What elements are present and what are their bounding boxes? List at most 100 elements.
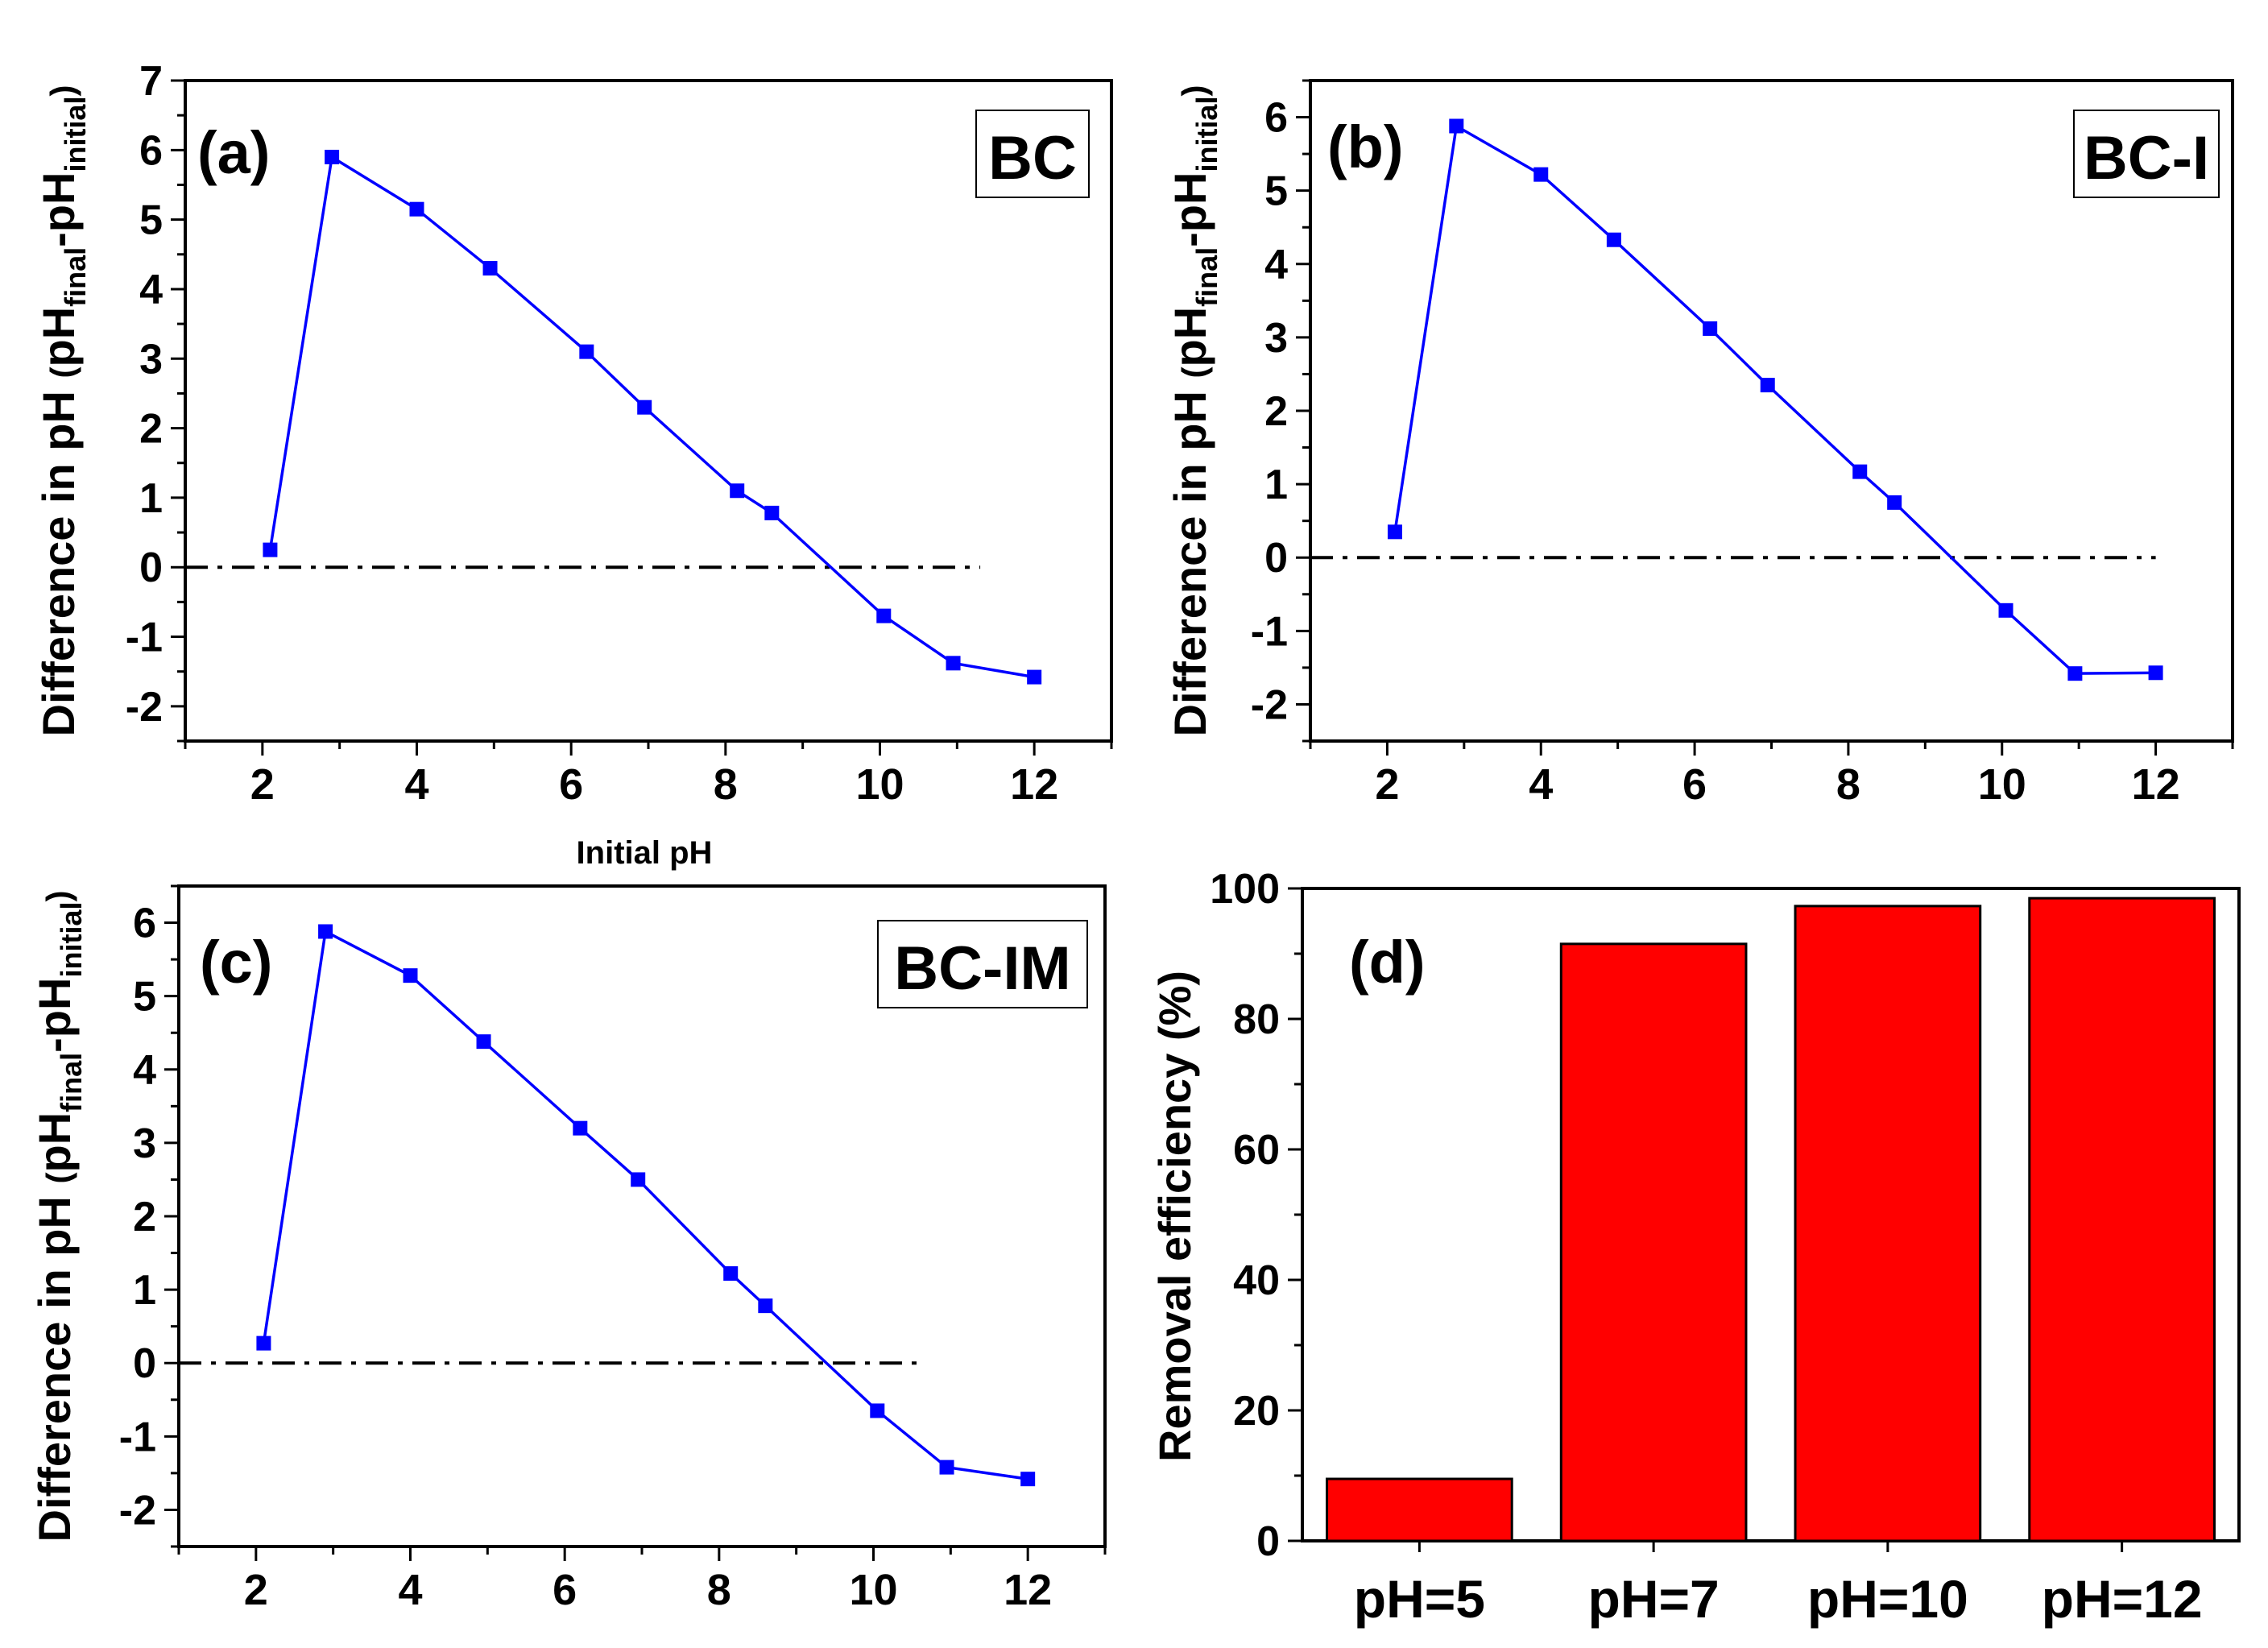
data-point — [325, 149, 340, 164]
data-point — [939, 1460, 954, 1475]
y-axis-label-main: Difference in pH — [33, 379, 84, 737]
series-line — [1393, 123, 2156, 675]
y-tick-label: -1 — [119, 1414, 156, 1460]
y-tick-label: 0 — [133, 1340, 156, 1387]
data-point — [631, 1172, 646, 1187]
y-tick-label: 2 — [139, 406, 163, 453]
data-point — [1533, 167, 1549, 182]
y-tick-label: 0 — [139, 545, 163, 591]
data-series — [263, 149, 1042, 685]
y-axis-label-sub-initial: initial — [59, 97, 92, 172]
data-point — [318, 924, 333, 939]
x-tick-label: 2 — [244, 1566, 268, 1614]
x-category-label: pH=7 — [1588, 1569, 1720, 1629]
y-axis-label: Difference in pH (pHfinal-pHinitial) — [33, 85, 92, 737]
y-tick-label: 4 — [1264, 242, 1288, 288]
data-point — [870, 1403, 885, 1418]
data-point — [730, 483, 745, 499]
data-point — [403, 968, 418, 983]
x-tick-label: 8 — [714, 760, 738, 809]
y-axis-label-paren-open: ( — [43, 367, 81, 379]
x-category-label: pH=5 — [1354, 1569, 1485, 1629]
y-axis-label-main: Difference in pH — [1165, 379, 1215, 737]
data-series — [1387, 118, 2163, 681]
y-tick-label: -2 — [126, 684, 163, 731]
x-tick-label: 6 — [553, 1566, 577, 1614]
y-axis-label-dash-ph: -pH — [29, 978, 80, 1053]
x-tick-label: 12 — [1004, 1566, 1052, 1614]
x-tick-label: 2 — [1375, 760, 1399, 809]
x-tick-label: 12 — [1010, 760, 1058, 809]
y-tick-label: 4 — [133, 1047, 156, 1094]
sample-tag-box — [877, 920, 1088, 1008]
data-point — [1852, 464, 1868, 479]
y-axis-label-dash-ph: -pH — [33, 172, 84, 247]
y-tick-label: -2 — [1251, 681, 1288, 728]
data-point — [263, 542, 278, 557]
x-category-label: pH=10 — [1807, 1569, 1968, 1629]
y-axis-label: Difference in pH (pHfinal-pHinitial) — [29, 891, 88, 1542]
data-point — [764, 505, 780, 520]
y-axis-label-main: Difference in pH — [29, 1184, 80, 1542]
y-tick-label: 60 — [1233, 1127, 1280, 1174]
x-tick-label: 6 — [1682, 760, 1707, 809]
series-line — [262, 929, 1028, 1480]
x-tick-label: 6 — [559, 760, 583, 809]
x-tick-label: 8 — [707, 1566, 731, 1614]
data-point — [573, 1120, 588, 1136]
y-axis-label-sub-final: final — [59, 247, 92, 307]
panel-label: (d) — [1349, 929, 1426, 996]
y-tick-label: 5 — [139, 197, 163, 244]
y-tick-label: 4 — [139, 267, 163, 313]
x-tick-label: 10 — [855, 760, 904, 809]
sample-tag: BC-I — [2084, 124, 2209, 193]
data-point — [1027, 669, 1042, 685]
bar — [1794, 905, 1982, 1542]
data-point — [2148, 665, 2163, 681]
x-category-label: pH=12 — [2042, 1569, 2203, 1629]
y-tick-label: 1 — [133, 1267, 156, 1314]
data-point — [409, 201, 424, 217]
y-tick-label: 2 — [133, 1194, 156, 1240]
y-axis-label-paren-open: ( — [39, 1173, 77, 1184]
x-tick-label: 8 — [1836, 760, 1860, 809]
data-point — [1998, 602, 2013, 618]
data-point — [1387, 524, 1402, 540]
y-tick-label: 40 — [1233, 1257, 1280, 1304]
bar — [2028, 896, 2216, 1542]
y-tick-label: 7 — [139, 58, 163, 105]
series-line — [268, 155, 1035, 679]
data-point — [946, 656, 961, 671]
data-point — [1887, 495, 1902, 510]
x-tick-label: 10 — [1978, 760, 2026, 809]
sample-tag-box — [975, 110, 1090, 198]
x-axis-label: Initial pH — [577, 835, 713, 871]
data-point — [876, 608, 892, 623]
data-point — [1449, 118, 1464, 134]
y-tick-label: 6 — [133, 901, 156, 947]
y-axis-label-paren-open: ( — [1175, 367, 1213, 379]
data-point — [1606, 232, 1621, 247]
y-axis-label-sub-initial: initial — [1190, 97, 1223, 172]
y-tick-label: 5 — [1264, 168, 1288, 215]
y-tick-label: 3 — [139, 336, 163, 383]
y-tick-label: 3 — [133, 1120, 156, 1167]
x-tick-label: 10 — [849, 1566, 897, 1614]
y-tick-label: 20 — [1233, 1388, 1280, 1435]
sample-tag-box — [2073, 110, 2220, 198]
y-tick-label: 6 — [139, 127, 163, 174]
y-axis-label-ph: pH — [29, 1112, 80, 1173]
y-tick-label: 1 — [139, 475, 163, 522]
y-axis-label-paren-close: ) — [43, 85, 81, 97]
data-point — [1020, 1472, 1036, 1487]
x-tick-label: 4 — [404, 760, 428, 809]
panel-d: 0 20 40 60 80 100 pH=5 pH=7 pH=10 pH=12 (d) Remov… — [1149, 866, 2241, 1629]
y-tick-label: 1 — [1264, 462, 1288, 508]
y-axis-label-sub-initial: initial — [55, 902, 88, 978]
axis-ticks: 0 20 40 60 80 100 pH=5 pH=7 pH=10 pH=12 — [1210, 866, 2202, 1629]
y-axis-label-paren-close: ) — [1175, 85, 1213, 97]
data-point — [482, 261, 498, 276]
